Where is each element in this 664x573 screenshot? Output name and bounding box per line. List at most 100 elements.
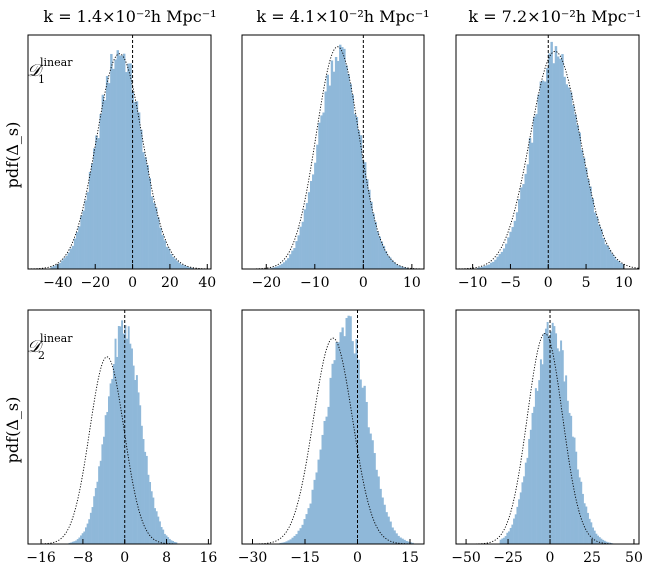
histogram-bar	[587, 179, 590, 269]
histogram-bar	[522, 184, 525, 269]
histogram-bar	[73, 541, 76, 544]
histogram-bar	[274, 266, 277, 269]
histogram-bar	[287, 258, 290, 269]
histogram-bar	[314, 162, 317, 269]
histogram-bar	[407, 541, 410, 544]
histogram-bar	[78, 226, 81, 269]
histogram-bar	[403, 539, 406, 544]
histogram-bar	[357, 359, 360, 544]
histogram-bar	[330, 60, 334, 269]
histogram-bar	[576, 125, 579, 269]
histogram-bar	[538, 380, 541, 544]
histogram-bar	[359, 379, 362, 544]
axes-frame	[455, 309, 640, 545]
histogram-bar	[373, 453, 376, 544]
histogram-bar	[160, 527, 163, 544]
histogram-bar	[320, 115, 323, 270]
histogram-bar	[520, 187, 523, 269]
x-tick-label: 0	[128, 275, 137, 291]
histogram-bar	[570, 415, 573, 544]
histogram-bar	[324, 91, 327, 270]
histogram-bar	[551, 322, 554, 544]
axes-frame	[455, 34, 640, 270]
histogram-bar	[600, 228, 603, 269]
histogram-bar	[499, 539, 502, 544]
histogram-bar	[351, 94, 354, 269]
histogram-bar	[322, 112, 325, 270]
histogram-bar	[152, 202, 156, 269]
histogram-bar	[481, 266, 484, 269]
histogram-bar	[144, 157, 147, 269]
histogram-bar	[518, 499, 521, 544]
histogram-bar	[381, 497, 384, 544]
histogram-bar	[70, 542, 73, 544]
histogram-bar	[502, 248, 506, 269]
histogram-bar	[116, 356, 119, 544]
histogram-bar	[607, 542, 610, 544]
histogram-bar	[270, 267, 273, 269]
histogram-bar	[152, 497, 155, 544]
histogram-bar	[335, 342, 338, 544]
histogram-bar	[595, 216, 599, 269]
x-tick-label: −20	[251, 275, 281, 291]
histogram-bar	[476, 267, 480, 269]
histogram-bar	[93, 148, 96, 269]
histogram-bar	[148, 178, 152, 269]
histogram-bar	[399, 537, 402, 544]
histogram-bar	[608, 542, 611, 544]
histogram-bar	[91, 507, 94, 544]
histogram-bar	[353, 113, 357, 270]
histogram-bar	[580, 149, 584, 269]
histogram-bar	[617, 261, 620, 269]
histogram-bar	[133, 101, 137, 269]
panel-r2-c2: −30 −15 0 15	[238, 309, 425, 566]
histogram-bar	[559, 58, 562, 270]
histogram-bar	[526, 164, 530, 269]
histogram-bar	[168, 538, 171, 544]
histogram-bar	[297, 530, 300, 544]
histogram-bar	[173, 541, 176, 544]
histogram-bar	[84, 200, 87, 269]
panel-label-row-2-sup: linear	[40, 332, 73, 345]
histogram-bar	[552, 63, 556, 270]
histogram-bar	[588, 518, 591, 544]
histogram-bar	[142, 152, 145, 269]
histogram-bar	[364, 162, 367, 269]
histogram-bar	[524, 173, 527, 269]
histogram-bar	[363, 385, 366, 544]
histogram-bar	[500, 251, 504, 269]
x-tick-label: 0	[353, 550, 362, 566]
histogram-bar	[93, 496, 96, 544]
histogram-bar	[167, 248, 171, 269]
histogram-bar	[586, 512, 589, 544]
histogram-bar	[326, 74, 329, 269]
histogram-bar	[121, 320, 124, 544]
histogram-bar	[331, 363, 334, 544]
histogram-bar	[182, 265, 186, 269]
histogram-bar	[122, 53, 126, 270]
histogram-bar	[541, 80, 545, 269]
panel-r1-c3: −10 −5 0 5 10	[455, 34, 640, 291]
histogram-bar	[295, 534, 298, 544]
histogram-bar	[479, 267, 482, 269]
histogram-bar	[582, 157, 586, 269]
histogram-bar	[343, 48, 346, 269]
histogram-bar	[154, 508, 156, 544]
histogram-bar	[122, 333, 125, 544]
histogram-bar	[382, 245, 386, 269]
histogram-bar	[58, 262, 62, 269]
histogram-bar	[114, 59, 117, 270]
histogram-bar	[52, 266, 55, 269]
histogram-bar	[279, 542, 282, 544]
histogram-bar	[361, 387, 364, 544]
histogram-bar	[526, 457, 529, 544]
histogram-bar	[556, 348, 559, 544]
histogram-bar	[146, 165, 149, 269]
histogram-bar	[514, 514, 517, 544]
histogram-bar	[483, 266, 486, 269]
histogram-bar	[372, 213, 375, 269]
histogram-bar	[369, 433, 372, 544]
histogram-bar	[78, 537, 81, 544]
histogram-bar	[555, 333, 558, 544]
